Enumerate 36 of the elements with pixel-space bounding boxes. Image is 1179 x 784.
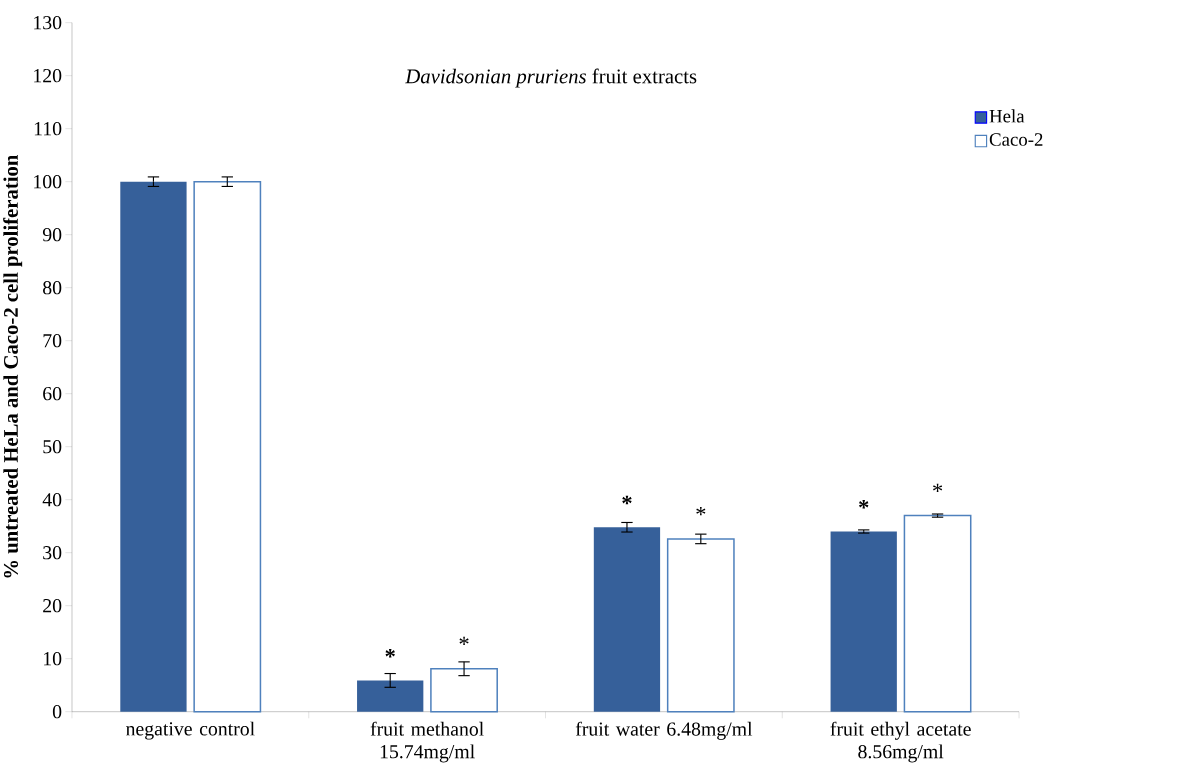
data-label: * xyxy=(622,495,632,505)
y-tick-label: 40 xyxy=(42,492,62,507)
bar xyxy=(430,667,498,713)
x-tick-label: fruit ethyl acetate 8.56mg/ml xyxy=(830,721,971,763)
y-tick-label: 30 xyxy=(43,545,62,560)
bar xyxy=(666,537,735,713)
bar xyxy=(593,527,661,712)
x-tick-label: fruit methanol 15.74mg/ml xyxy=(370,721,484,763)
legend-label: Caco-2 xyxy=(989,132,1043,146)
y-tick-label: 80 xyxy=(43,280,62,295)
bar xyxy=(193,180,262,713)
y-tick-label: 90 xyxy=(42,227,62,242)
y-tick-label: 130 xyxy=(34,15,62,30)
y-tick-label: 70 xyxy=(43,333,62,348)
y-tick-label: 0 xyxy=(52,704,62,719)
bar xyxy=(120,181,187,712)
x-tick-label: fruit water 6.48mg/ml xyxy=(575,721,753,740)
x-tick-label: negative control xyxy=(126,721,255,740)
bar xyxy=(357,680,424,712)
y-tick-label: 60 xyxy=(43,386,62,401)
y-tick-label: 10 xyxy=(44,651,62,666)
bar xyxy=(830,531,897,712)
text: Davidsonian pruriens fruit extracts xyxy=(405,68,697,88)
y-tick-label: 20 xyxy=(43,598,62,613)
data-label: * xyxy=(696,506,706,516)
y-tick-label: 120 xyxy=(34,68,62,83)
data-label: * xyxy=(933,483,943,492)
data-label: * xyxy=(459,636,469,645)
y-axis-title: % untreated HeLa and Caco-2 cell proliferation xyxy=(3,154,23,578)
y-tick-label: 110 xyxy=(34,121,62,136)
legend-label: Hela xyxy=(989,109,1025,123)
y-tick-label: 100 xyxy=(34,174,62,189)
data-label: * xyxy=(859,499,869,509)
data-label: * xyxy=(385,648,395,658)
y-tick-label: 50 xyxy=(43,439,62,454)
bar xyxy=(903,514,972,713)
